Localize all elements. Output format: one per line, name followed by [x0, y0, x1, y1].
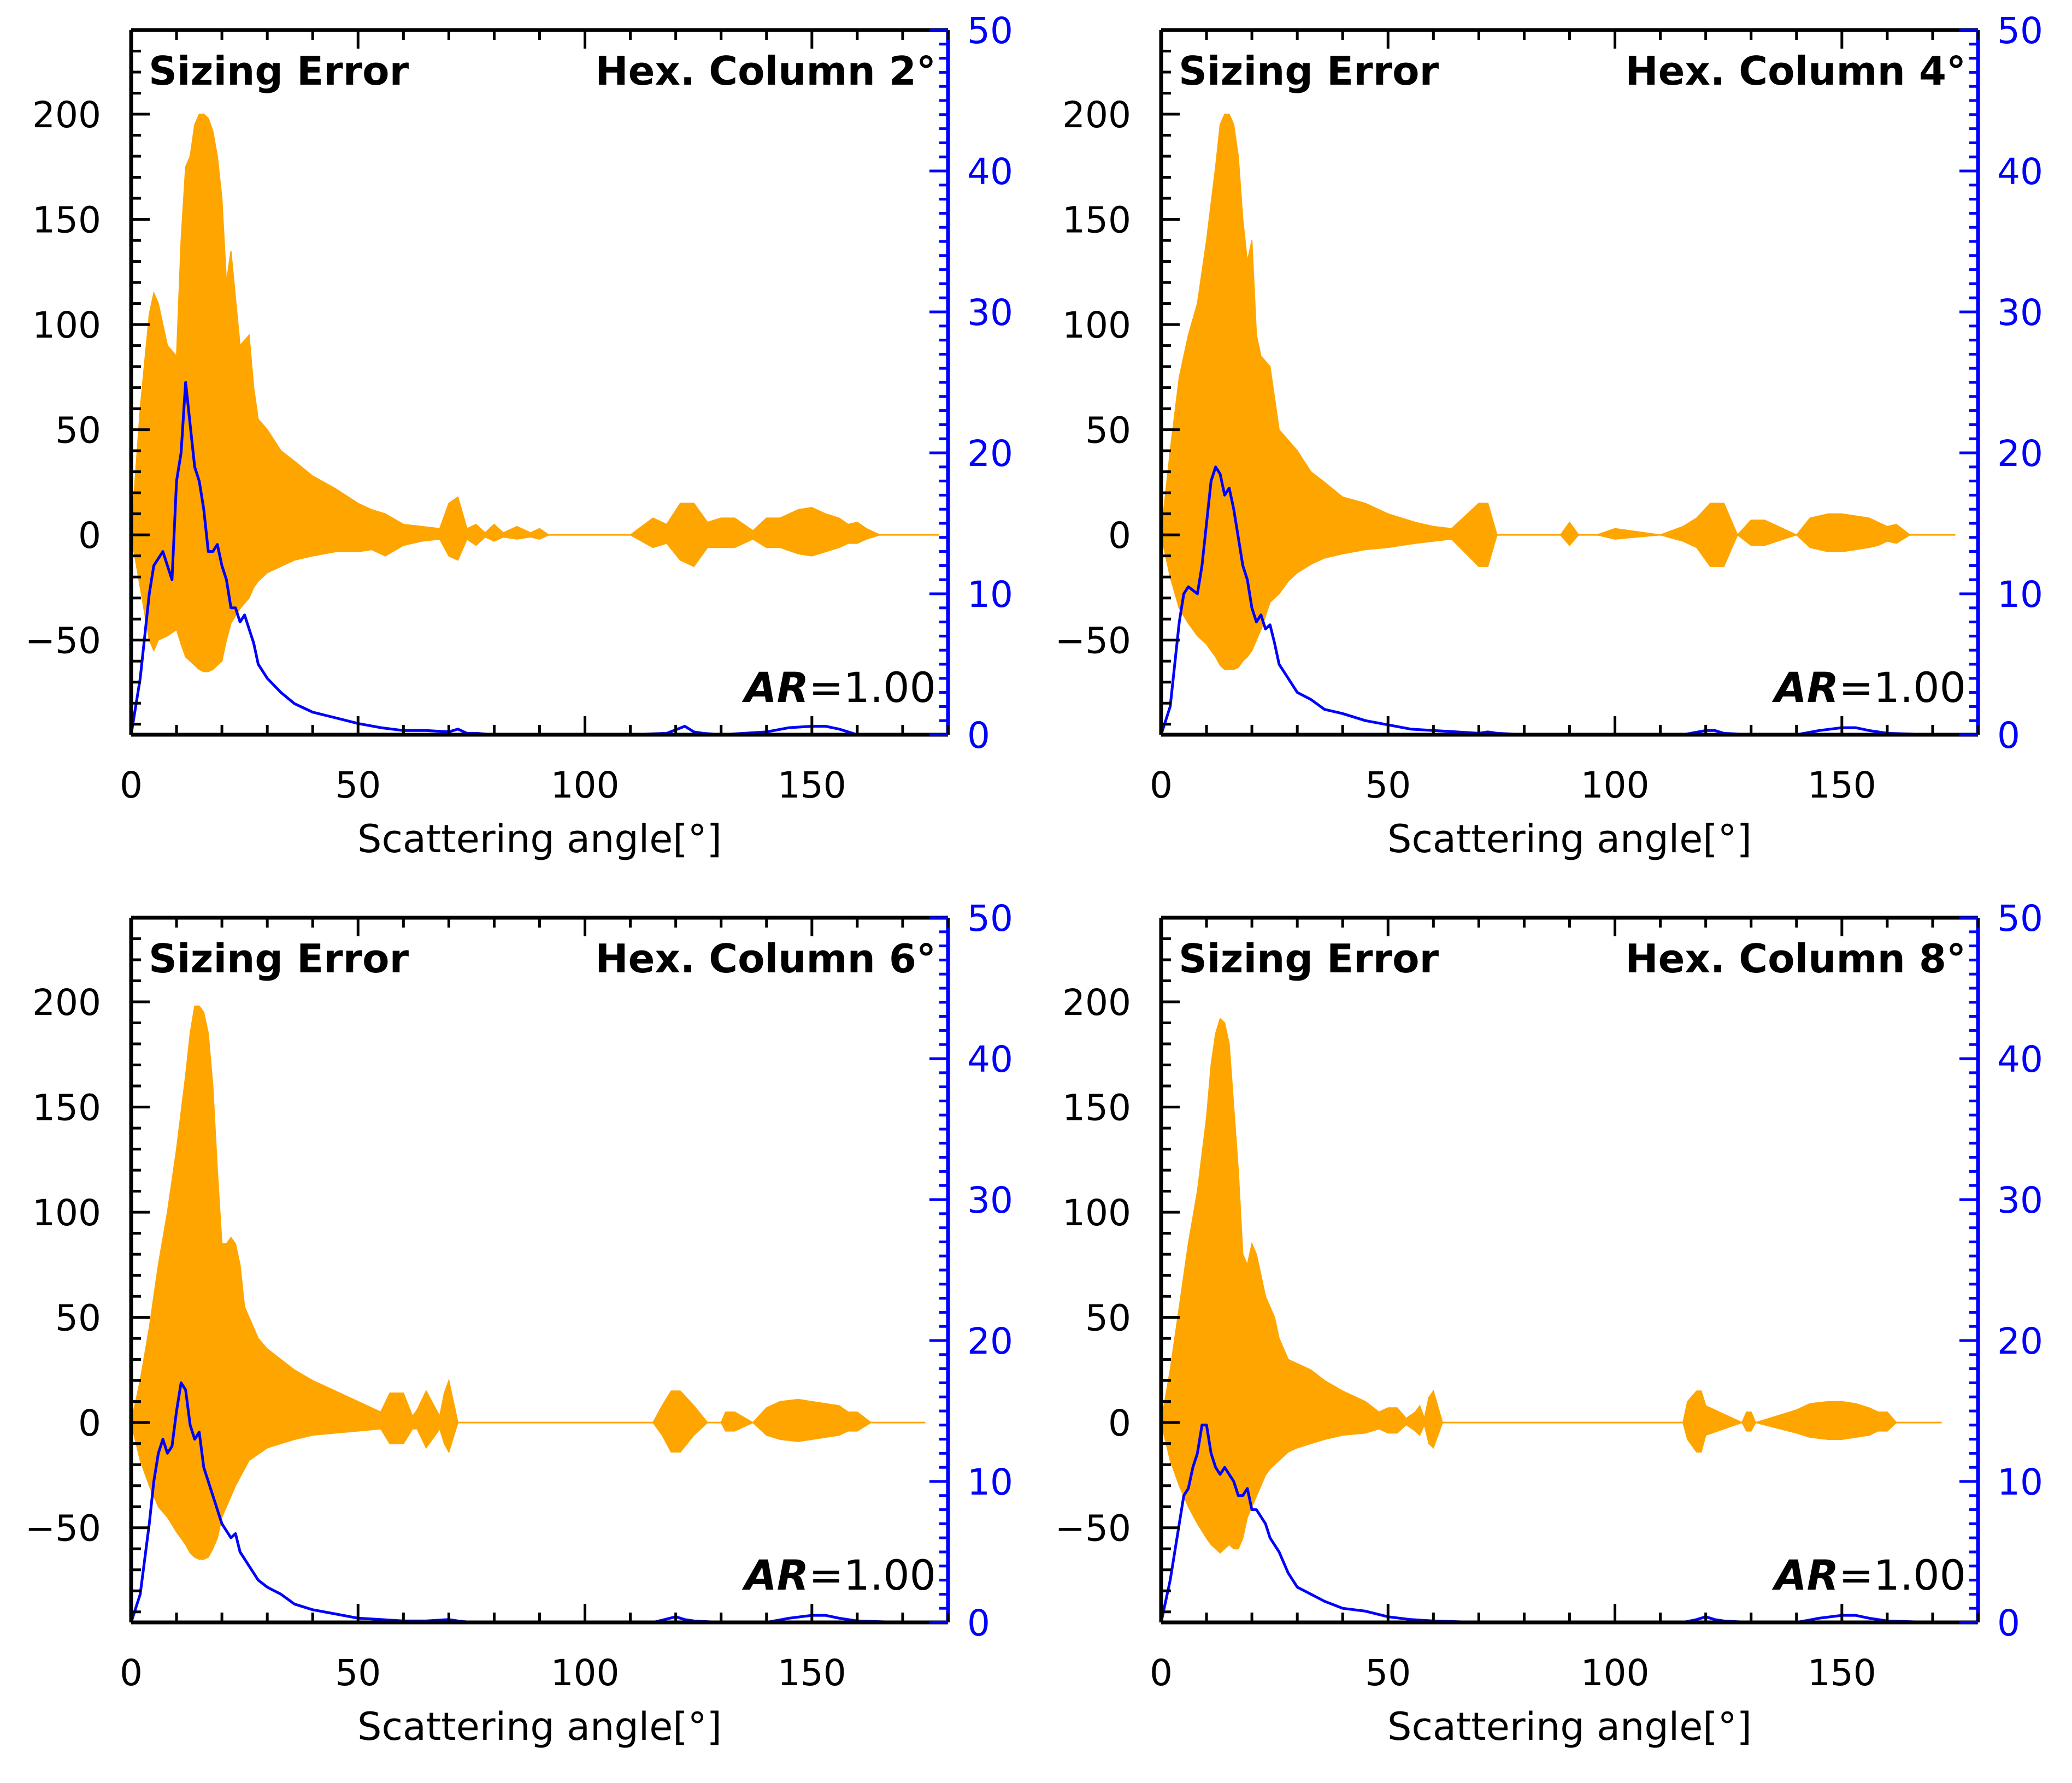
- y-right-tick-label: 30: [1997, 292, 2043, 334]
- y-right-tick-label: 30: [967, 292, 1013, 334]
- y-right-tick-label: 0: [967, 715, 990, 757]
- y-left-tick-label: −50: [25, 1508, 101, 1550]
- y-right-tick-label: 10: [967, 1461, 1013, 1503]
- sizing-error-envelope: [131, 1005, 926, 1560]
- x-axis-label: Scattering angle[°]: [1387, 1704, 1752, 1749]
- y-right-tick-label: 20: [967, 1320, 1013, 1362]
- y-right-tick-label: 0: [1997, 715, 2020, 757]
- panel-title-left: Sizing Error: [149, 936, 409, 982]
- panel-title-right: Hex. Column 6°: [595, 936, 936, 982]
- y-left-tick-label: 0: [1108, 515, 1131, 557]
- y-left-tick-label: 0: [78, 515, 101, 557]
- x-tick-label: 100: [1581, 764, 1650, 806]
- y-right-tick-label: 40: [1997, 1038, 2043, 1081]
- y-left-tick-label: 200: [32, 982, 101, 1024]
- y-left-tick-label: 100: [32, 304, 101, 346]
- x-axis-label: Scattering angle[°]: [357, 1704, 722, 1749]
- aspect-ratio-annotation: AR=1.00: [1772, 1551, 1966, 1599]
- y-left-tick-label: 100: [1062, 304, 1131, 346]
- y-left-tick-label: 200: [32, 94, 101, 136]
- aspect-ratio-annotation: AR=1.00: [742, 1551, 936, 1599]
- panel-title-right: Hex. Column 8°: [1625, 936, 1966, 982]
- aspect-ratio-value: =1.00: [1839, 663, 1966, 712]
- x-tick-label: 50: [335, 764, 381, 806]
- aspect-ratio-annotation: AR=1.00: [742, 663, 936, 712]
- y-right-tick-label: 50: [1997, 10, 2043, 52]
- x-tick-label: 0: [120, 1652, 143, 1694]
- panel-title-left: Sizing Error: [149, 48, 409, 94]
- y-right-tick-label: 10: [1997, 574, 2043, 616]
- y-right-tick-label: 30: [967, 1179, 1013, 1221]
- x-tick-label: 150: [1808, 764, 1876, 806]
- x-tick-label: 100: [551, 1652, 620, 1694]
- y-right-tick-label: 20: [1997, 1320, 2043, 1362]
- y-left-tick-label: −50: [25, 620, 101, 662]
- y-left-tick-label: 150: [1062, 199, 1131, 241]
- y-left-tick-label: −50: [1055, 620, 1131, 662]
- x-tick-label: 0: [1150, 1652, 1173, 1694]
- x-tick-label: 0: [120, 764, 143, 806]
- y-right-tick-label: 0: [967, 1602, 990, 1644]
- y-left-tick-label: 0: [78, 1402, 101, 1444]
- y-left-tick-label: −50: [1055, 1508, 1131, 1550]
- aspect-ratio-symbol: AR: [742, 663, 809, 712]
- x-axis-label: Scattering angle[°]: [1387, 817, 1752, 861]
- y-left-tick-label: 150: [32, 1087, 101, 1129]
- subplot-3: 0 50 100 150 −50 0 50 100 150 200 0 10 20 30 40 50 Sizin…: [25, 898, 1013, 1749]
- subplot-4: 0 50 100 150 −50 0 50 100 150 200 0 10 20 30 40 50 Sizin…: [1055, 898, 2043, 1749]
- panel-title-right: Hex. Column 4°: [1625, 48, 1966, 94]
- y-right-tick-label: 40: [967, 151, 1013, 193]
- x-tick-label: 150: [778, 764, 846, 806]
- y-left-tick-label: 200: [1062, 94, 1131, 136]
- x-tick-label: 0: [1150, 764, 1173, 806]
- panel-title-left: Sizing Error: [1179, 936, 1439, 982]
- panel-title-left: Sizing Error: [1179, 48, 1439, 94]
- aspect-ratio-annotation: AR=1.00: [1772, 663, 1966, 712]
- aspect-ratio-value: =1.00: [809, 1551, 936, 1599]
- y-right-tick-label: 10: [1997, 1461, 2043, 1503]
- y-right-tick-label: 50: [967, 10, 1013, 52]
- x-tick-label: 100: [551, 764, 620, 806]
- y-right-tick-label: 20: [967, 433, 1013, 475]
- x-tick-label: 150: [778, 1652, 846, 1694]
- aspect-ratio-symbol: AR: [1772, 663, 1839, 712]
- y-left-tick-label: 150: [1062, 1087, 1131, 1129]
- distribution-line: [1161, 1424, 1978, 1622]
- aspect-ratio-value: =1.00: [1839, 1551, 1966, 1599]
- y-right-tick-label: 20: [1997, 433, 2043, 475]
- aspect-ratio-symbol: AR: [742, 1551, 809, 1599]
- subplot-1: 0 50 100 150 −50 0 50 100 150 200 0 10 20 30 40 50 Sizin…: [25, 10, 1013, 861]
- y-right-tick-label: 40: [1997, 151, 2043, 193]
- x-axis-label: Scattering angle[°]: [357, 817, 722, 861]
- y-left-tick-label: 100: [32, 1192, 101, 1234]
- y-left-tick-label: 50: [1085, 1297, 1131, 1339]
- sizing-error-envelope: [1161, 1017, 1942, 1554]
- aspect-ratio-symbol: AR: [1772, 1551, 1839, 1599]
- subplot-2: 0 50 100 150 −50 0 50 100 150 200 0 10 20 30 40 50 Sizin…: [1055, 10, 2043, 861]
- y-left-tick-label: 200: [1062, 982, 1131, 1024]
- x-tick-label: 50: [335, 1652, 381, 1694]
- y-right-tick-label: 30: [1997, 1179, 2043, 1221]
- sizing-error-envelope: [131, 114, 939, 672]
- y-left-tick-label: 50: [55, 1297, 101, 1339]
- x-tick-label: 50: [1365, 764, 1411, 806]
- x-tick-label: 150: [1808, 1652, 1876, 1694]
- aspect-ratio-value: =1.00: [809, 663, 936, 712]
- y-left-tick-label: 50: [55, 410, 101, 452]
- y-right-tick-label: 50: [967, 898, 1013, 940]
- sizing-error-envelope: [1161, 114, 1956, 670]
- y-left-tick-label: 50: [1085, 410, 1131, 452]
- x-tick-label: 50: [1365, 1652, 1411, 1694]
- y-right-tick-label: 50: [1997, 898, 2043, 940]
- panel-title-right: Hex. Column 2°: [595, 48, 936, 94]
- y-left-tick-label: 100: [1062, 1192, 1131, 1234]
- y-right-tick-label: 40: [967, 1038, 1013, 1081]
- y-left-tick-label: 0: [1108, 1402, 1131, 1444]
- y-right-tick-label: 0: [1997, 1602, 2020, 1644]
- x-tick-label: 100: [1581, 1652, 1650, 1694]
- y-right-tick-label: 10: [967, 574, 1013, 616]
- y-left-tick-label: 150: [32, 199, 101, 241]
